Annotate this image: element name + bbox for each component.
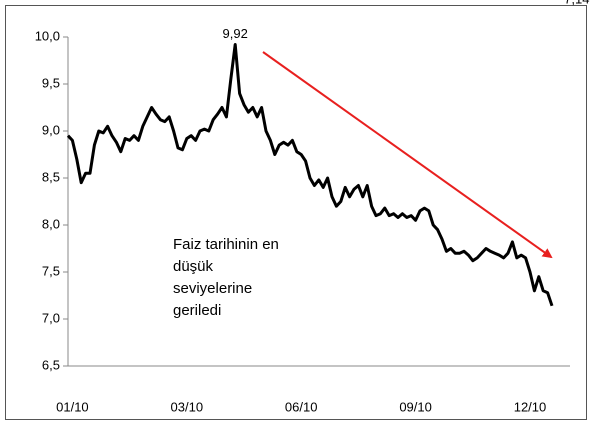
y-tick-label: 8,5 — [42, 169, 60, 184]
y-tick-label: 9,5 — [42, 75, 60, 90]
frame — [5, 5, 587, 420]
line — [66, 43, 554, 307]
annotation: düşük — [173, 258, 214, 275]
value-label: 9,92 — [223, 26, 248, 41]
x-tick-label: 03/10 — [171, 399, 204, 414]
annotation: Faiz tarihinin en — [173, 236, 279, 253]
y-tick-label: 6,5 — [42, 357, 60, 372]
y-tick-label: 10,0 — [35, 28, 60, 43]
y-tick-label: 7,5 — [42, 263, 60, 278]
x-tick-label: 12/10 — [514, 399, 547, 414]
annotation: seviyelerine — [173, 280, 252, 297]
x-tick-label: 06/10 — [285, 399, 318, 414]
x-tick-label: 01/10 — [56, 399, 89, 414]
x-tick-label: 09/10 — [399, 399, 432, 414]
trend-arrow — [262, 51, 553, 259]
y-tick-label: 8,0 — [42, 216, 60, 231]
y-tick-label: 9,0 — [42, 122, 60, 137]
y-tick-label: 7,0 — [42, 310, 60, 325]
value-label: 7,14 — [564, 0, 589, 6]
annotation: geriledi — [173, 302, 221, 319]
